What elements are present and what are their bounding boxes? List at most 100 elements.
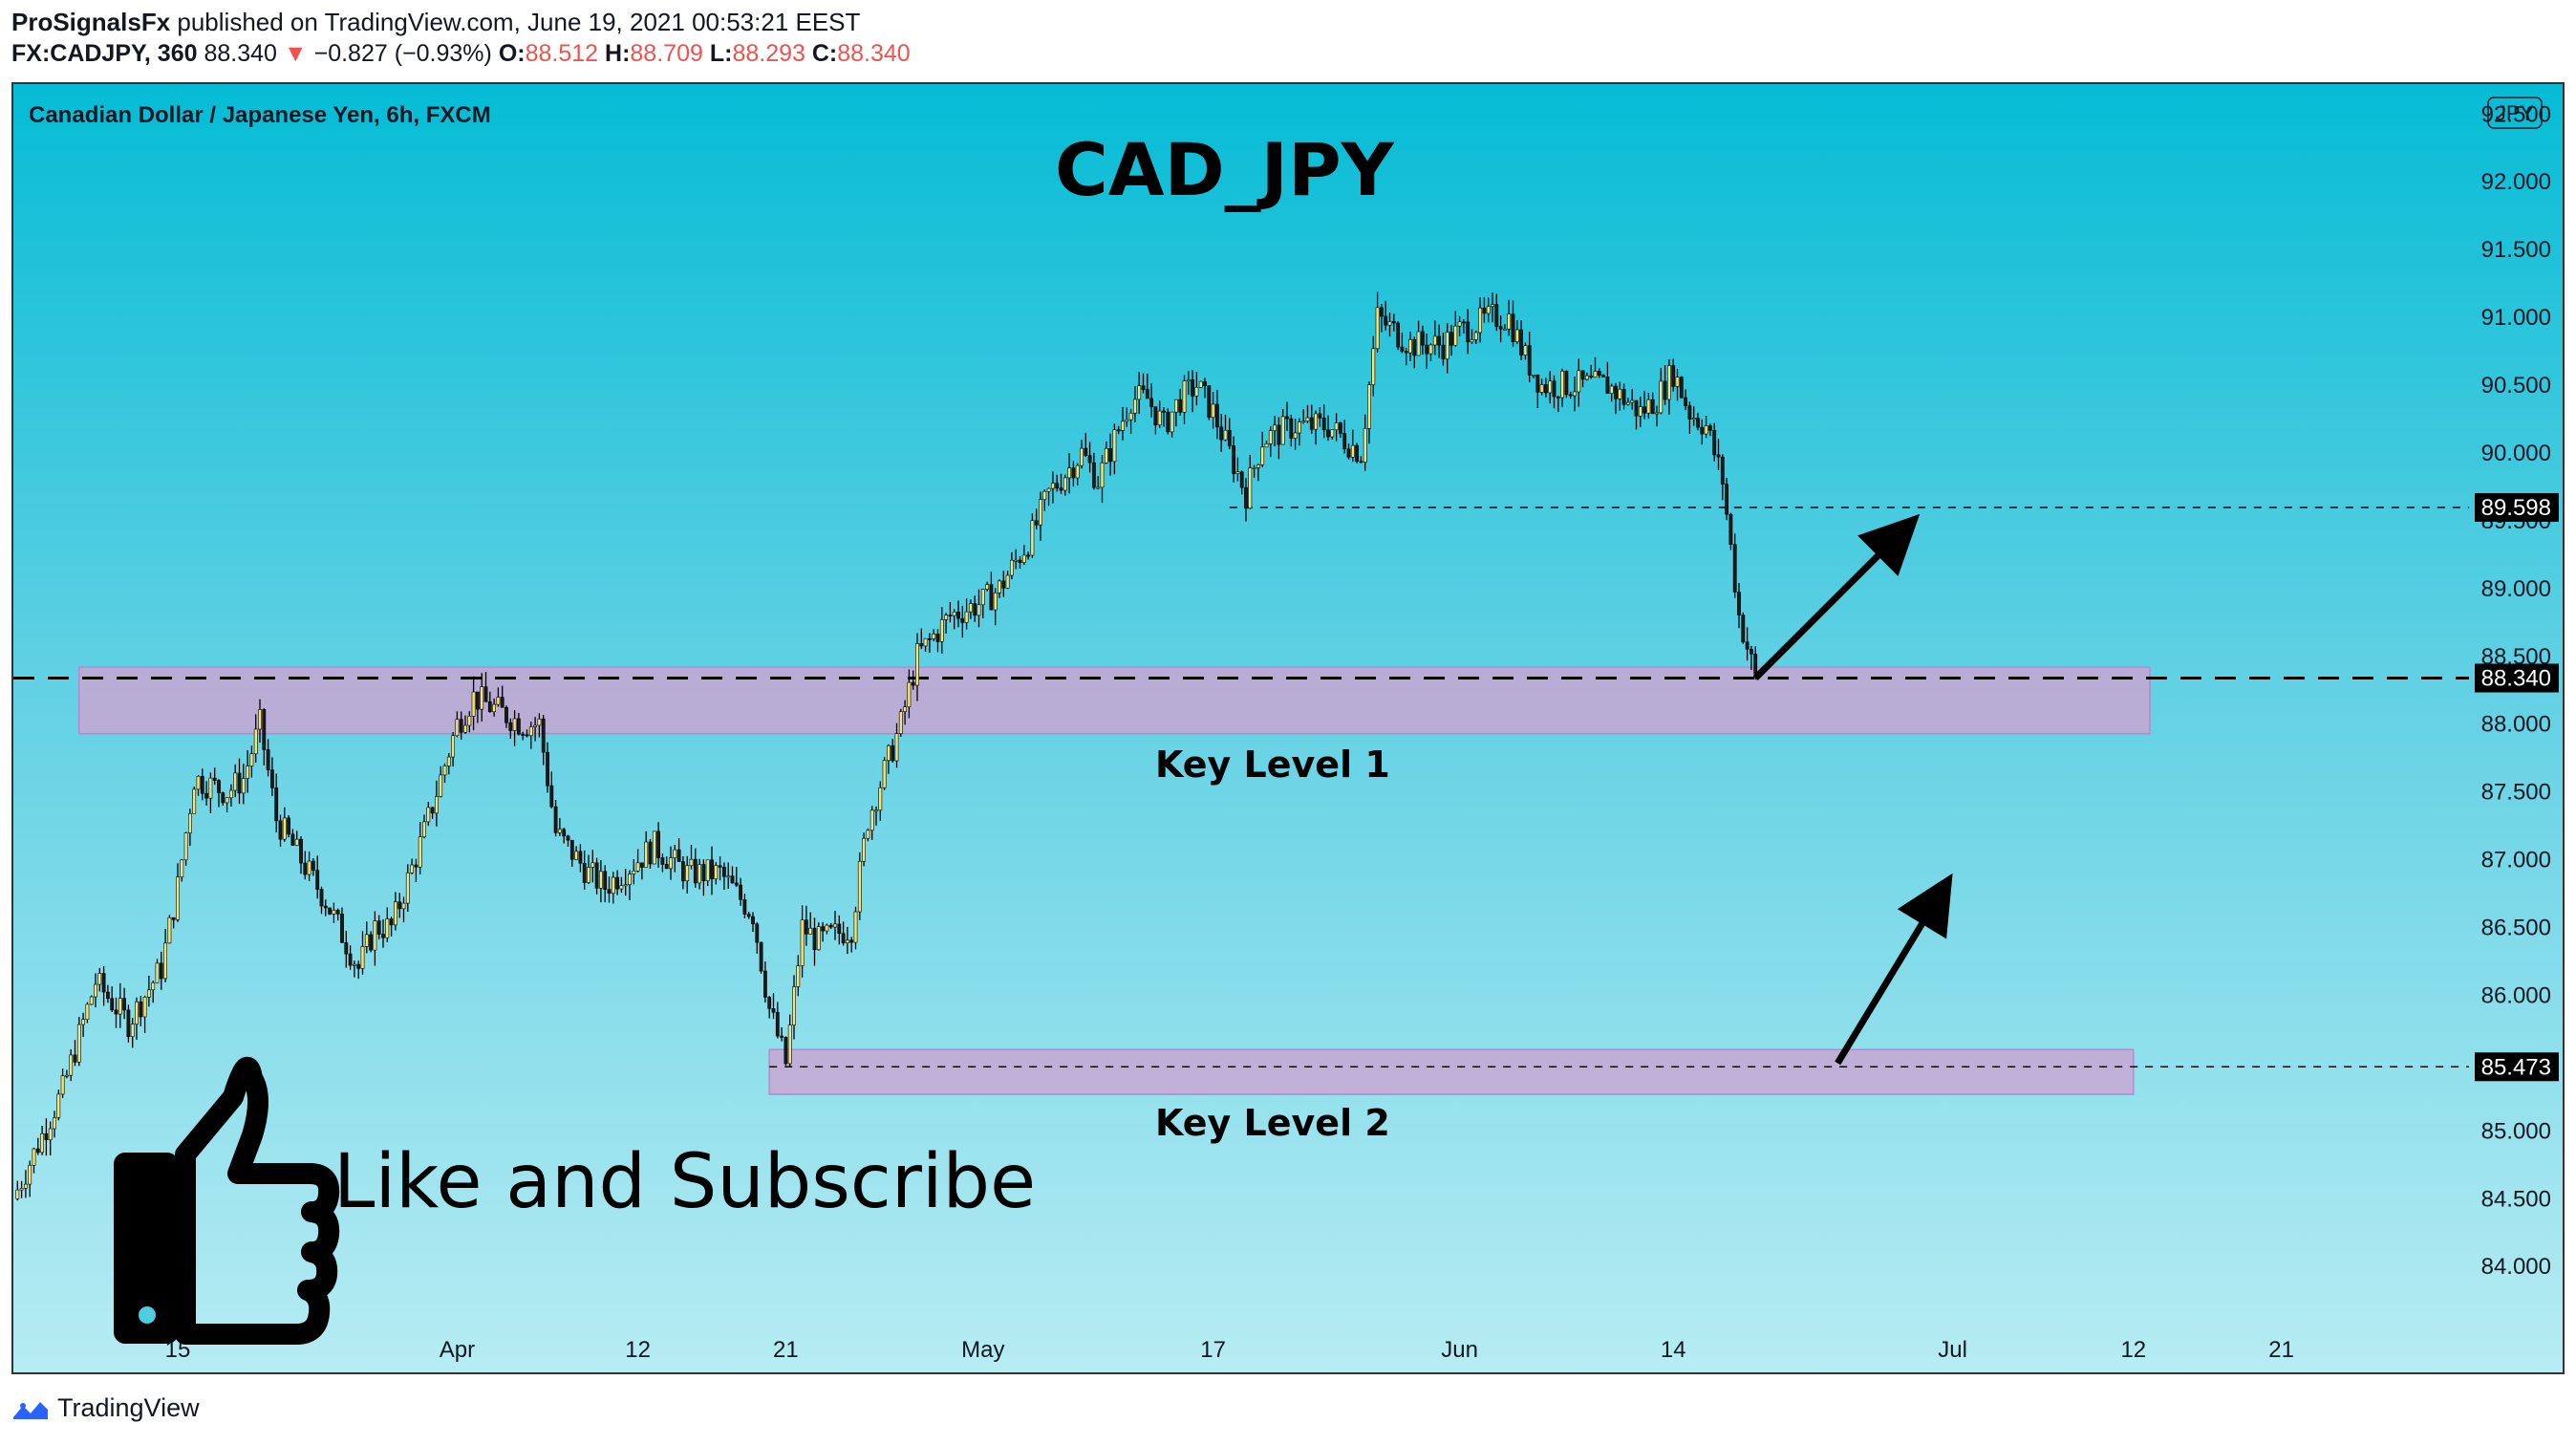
candle-body — [1010, 559, 1014, 576]
candle-body — [1732, 544, 1737, 593]
x-tick-label: 21 — [2268, 1337, 2294, 1363]
candle-body — [751, 916, 755, 925]
candle-body — [874, 809, 878, 812]
candle-body — [1309, 417, 1314, 430]
candle-body — [849, 939, 854, 943]
candle-body — [1700, 426, 1705, 435]
candle-body — [1712, 429, 1717, 456]
candle-body — [1375, 307, 1380, 350]
candle-body — [693, 858, 698, 884]
candle-body — [1260, 446, 1265, 465]
candle-body — [303, 862, 308, 875]
candle-body — [290, 833, 295, 846]
candle-body — [676, 849, 681, 862]
candle-body — [1285, 416, 1289, 420]
candle-body — [106, 991, 110, 1000]
trend-arrow-shaft-2 — [1835, 922, 1925, 1066]
candle-body — [340, 913, 344, 943]
candle-body — [246, 766, 250, 779]
candle-body — [1498, 326, 1503, 330]
tradingview-logo-icon — [13, 1401, 48, 1419]
currency-badge — [2487, 97, 2543, 129]
candle-body — [1252, 466, 1256, 469]
candle-body — [718, 865, 722, 868]
candle-body — [623, 884, 628, 887]
x-tick-label: Jul — [1938, 1337, 1967, 1363]
candle-body — [1219, 426, 1224, 441]
brand-name: TradingView — [57, 1393, 200, 1422]
candle-body — [381, 934, 385, 938]
candle-body — [130, 1024, 135, 1038]
candle-body — [422, 821, 426, 838]
candle-body — [1256, 464, 1260, 468]
candle-body — [1273, 424, 1277, 431]
candle-body — [857, 860, 862, 913]
candle-body — [1194, 387, 1199, 397]
price-chart[interactable]: 84.00084.50085.00085.50086.00086.50087.0… — [13, 84, 2563, 1372]
candle-body — [1026, 554, 1031, 557]
candle-body — [1425, 344, 1429, 355]
candle-body — [1145, 389, 1149, 399]
candle-body — [828, 924, 833, 928]
footer-brand[interactable]: TradingView — [11, 1393, 200, 1423]
candle-body — [183, 832, 188, 861]
candle-body — [1293, 432, 1298, 439]
candle-body — [574, 851, 579, 860]
candle-body — [968, 603, 973, 613]
candle-body — [1577, 370, 1581, 393]
candle-body — [500, 697, 504, 708]
price-label: 85.473 — [2481, 1054, 2551, 1080]
candle-body — [1486, 306, 1491, 314]
candle-body — [1318, 413, 1322, 419]
candle-body — [249, 753, 254, 766]
candle-body — [307, 860, 311, 875]
x-tick-label: 17 — [1200, 1337, 1226, 1363]
candle-body — [1137, 385, 1142, 400]
candle-body — [1018, 559, 1022, 563]
candle-body — [594, 862, 599, 889]
candle-body — [812, 927, 817, 951]
candle-body — [1080, 447, 1084, 466]
candle-body — [886, 744, 891, 762]
candle-body — [862, 837, 867, 862]
candle-body — [1659, 380, 1664, 414]
x-tick-label: May — [961, 1337, 1004, 1363]
chart-area[interactable]: 84.00084.50085.00085.50086.00086.50087.0… — [11, 82, 2565, 1374]
candle-body — [841, 933, 846, 944]
candle-body — [1391, 321, 1396, 324]
candle-body — [192, 788, 197, 814]
candle-body — [1166, 411, 1170, 433]
candle-body — [32, 1148, 36, 1166]
candle-body — [1268, 430, 1273, 444]
candle-body — [1046, 487, 1051, 492]
candle-body — [1087, 455, 1092, 464]
candle-body — [459, 719, 463, 733]
candle-body — [414, 864, 419, 868]
candle-body — [492, 703, 497, 713]
candle-body — [1466, 321, 1470, 343]
candle-body — [1745, 641, 1750, 650]
candle-body — [1075, 464, 1080, 479]
candle-body — [1478, 307, 1483, 334]
key-level-1-label: Key Level 1 — [1155, 744, 1390, 786]
candle-body — [660, 857, 665, 865]
candle-body — [176, 876, 180, 920]
candle-body — [1630, 399, 1635, 403]
candle-body — [319, 889, 324, 907]
y-tick-label: 91.500 — [2481, 237, 2551, 263]
candle-body — [483, 686, 488, 702]
author-name[interactable]: ProSignalsFx — [11, 8, 171, 36]
candle-body — [541, 719, 546, 753]
publish-info: ProSignalsFx published on TradingView.co… — [11, 8, 860, 37]
candle-body — [1334, 422, 1339, 431]
candle-body — [1564, 371, 1569, 396]
candle-body — [1071, 467, 1076, 479]
candle-body — [1449, 332, 1453, 346]
candle-body — [344, 941, 349, 955]
x-tick-label: Jun — [1441, 1337, 1478, 1363]
candle-body — [196, 776, 201, 790]
candle-body — [1539, 384, 1544, 393]
candle-body — [418, 836, 422, 868]
candle-body — [114, 1009, 118, 1015]
candle-body — [669, 857, 673, 870]
